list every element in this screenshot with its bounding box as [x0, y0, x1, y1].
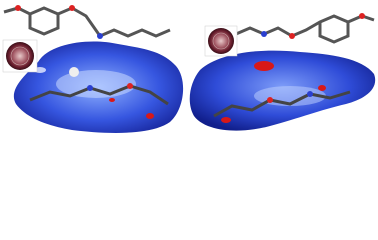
figure [2, 5, 376, 133]
page [2, 5, 376, 133]
right-icon [204, 25, 238, 57]
right-molecule [235, 13, 375, 44]
right-surface [189, 50, 376, 131]
left-surface [13, 41, 184, 133]
left-molecule [3, 5, 171, 39]
left-icon [2, 39, 38, 73]
